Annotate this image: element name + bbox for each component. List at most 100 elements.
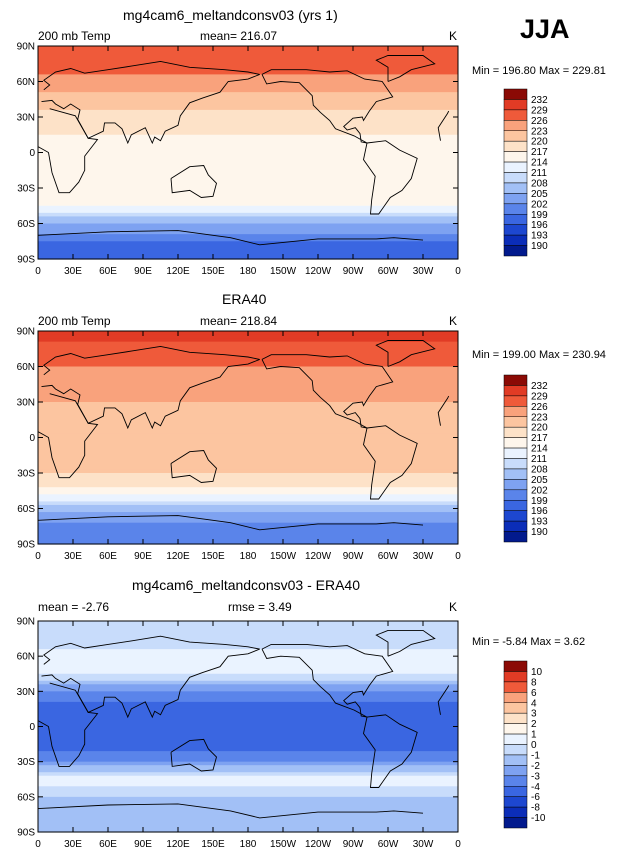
legend-swatch — [503, 733, 528, 745]
map-band — [38, 687, 458, 692]
map-band — [38, 462, 458, 467]
map-band — [38, 494, 458, 499]
x-tick-label: 150W — [270, 839, 297, 850]
legend-level-label: 190 — [531, 527, 548, 538]
map-band — [38, 405, 458, 410]
map-band — [38, 402, 458, 407]
legend-level-label: 229 — [531, 391, 548, 402]
legend-swatch — [503, 479, 528, 491]
legend-swatch — [503, 161, 528, 173]
coastline — [170, 450, 218, 483]
x-tick-label: 30W — [413, 266, 434, 277]
map-band — [38, 508, 458, 513]
map-band — [38, 391, 458, 396]
map-band — [38, 219, 458, 225]
map-band — [38, 737, 458, 742]
y-tick-label: 90N — [17, 617, 35, 628]
legend-swatch — [503, 245, 528, 257]
panel-2-min-max: Min = 199.00 Max = 230.94 — [472, 349, 606, 361]
map-band — [38, 659, 458, 664]
legend-swatch — [503, 109, 528, 121]
map-band — [38, 490, 458, 495]
x-tick-label: 150W — [270, 266, 297, 277]
map-band — [38, 730, 458, 735]
map-band — [38, 751, 458, 756]
legend-level-label: 217 — [531, 147, 548, 158]
legend-level-label: 211 — [531, 168, 547, 179]
coastline — [43, 345, 260, 376]
map-band — [38, 744, 458, 749]
legend-colorbar-2: 2322292262232202172142112082052021991961… — [503, 374, 548, 543]
x-tick-label: 60W — [378, 551, 399, 562]
map-band — [38, 708, 458, 714]
x-tick-label: 30E — [64, 266, 82, 277]
x-tick-label: 0 — [455, 266, 461, 277]
map-band — [38, 99, 458, 104]
x-tick-label: 0 — [455, 839, 461, 850]
x-tick-label: 150W — [270, 551, 297, 562]
coastline — [37, 515, 424, 531]
map-band — [38, 212, 458, 217]
coastline — [41, 648, 260, 719]
map-band — [38, 191, 458, 196]
coastline — [170, 738, 218, 772]
map-band — [38, 469, 458, 474]
legend-level-label: 4 — [531, 698, 537, 709]
map-band — [38, 670, 458, 675]
panel-3-mean-label: mean = -2.76 — [38, 600, 110, 614]
map-band — [38, 163, 458, 168]
legend-level-label: 2 — [531, 719, 537, 730]
map-band — [38, 423, 458, 428]
panel-2-units: K — [449, 314, 458, 328]
season-label: JJA — [520, 14, 570, 44]
legend-level-label: -3 — [531, 771, 540, 782]
map-band — [38, 380, 458, 385]
map-band — [38, 649, 458, 654]
map-band — [38, 387, 458, 392]
map-band — [38, 635, 458, 640]
legend-level-label: -2 — [531, 761, 540, 772]
map-band — [38, 248, 458, 253]
map-band — [38, 348, 458, 353]
legend-level-label: 193 — [531, 231, 548, 242]
map-band — [38, 747, 458, 752]
legend-level-label: 217 — [531, 433, 548, 444]
legend-swatch — [503, 140, 528, 152]
legend-level-label: 223 — [531, 412, 548, 423]
legend-level-label: 211 — [531, 454, 547, 465]
map-band — [38, 782, 458, 787]
map-band — [38, 761, 458, 766]
panel-1-min-max: Min = 196.80 Max = 229.81 — [472, 65, 606, 77]
x-tick-label: 150E — [201, 551, 225, 562]
map-band — [38, 680, 458, 685]
map-band — [38, 177, 458, 182]
map-band — [38, 234, 458, 239]
map-band — [38, 70, 458, 75]
map-band — [38, 821, 458, 826]
x-tick-label: 60E — [99, 839, 117, 850]
panel-1-units: K — [449, 29, 458, 43]
legend-level-label: -1 — [531, 750, 540, 761]
map-band — [38, 526, 458, 531]
legend-swatch — [503, 786, 528, 797]
x-tick-label: 60E — [99, 551, 117, 562]
panel-3-min-max: Min = -5.84 Max = 3.62 — [472, 636, 586, 648]
legend-swatch — [503, 520, 528, 532]
x-tick-label: 30E — [64, 551, 82, 562]
y-tick-label: 0 — [29, 433, 35, 444]
legend-swatch — [503, 88, 528, 100]
legend-swatch — [503, 182, 528, 194]
legend-swatch — [503, 193, 528, 205]
map-band — [38, 127, 458, 132]
y-tick-label: 30N — [17, 398, 35, 409]
map-band — [38, 56, 458, 61]
coastline — [375, 340, 436, 367]
panel-2-left-label: 200 mb Temp — [38, 314, 111, 328]
y-tick-label: 90N — [17, 42, 35, 53]
map-band — [38, 631, 458, 636]
map-band — [38, 49, 458, 54]
legend-level-label: -10 — [531, 813, 546, 824]
map-band — [38, 522, 458, 527]
coastline — [43, 60, 260, 91]
